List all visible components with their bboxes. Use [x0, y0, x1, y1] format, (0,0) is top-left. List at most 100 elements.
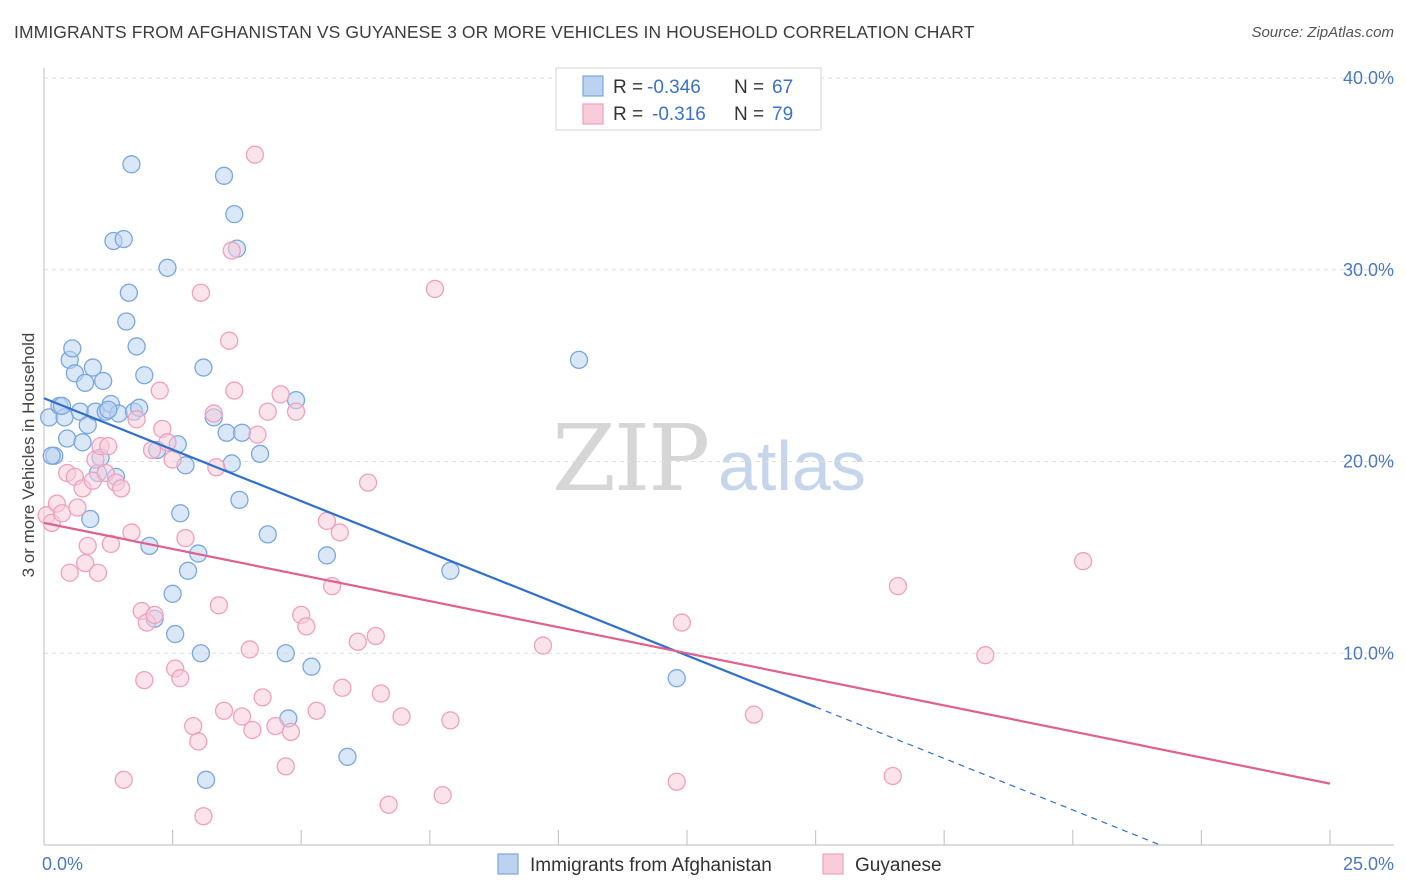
- point-afghanistan: [57, 429, 77, 448]
- point-guyanese: [78, 536, 97, 556]
- legend-swatch-afghanistan: [582, 75, 604, 97]
- point-afghanistan: [191, 644, 211, 663]
- y-tick-labels: 10.0% 20.0% 30.0% 40.0%: [1343, 68, 1394, 663]
- point-afghanistan: [196, 770, 216, 789]
- point-afghanistan: [214, 166, 234, 185]
- point-guyanese: [222, 241, 241, 260]
- x-tick-label-max: 25.0%: [1343, 854, 1394, 874]
- y-tick-label: 10.0%: [1343, 643, 1394, 663]
- point-guyanese: [88, 563, 108, 582]
- trendline-afghanistan-extension: [815, 706, 1161, 846]
- point-guyanese: [366, 626, 385, 646]
- point-guyanese: [888, 576, 908, 596]
- point-guyanese: [135, 670, 154, 690]
- point-afghanistan: [178, 561, 198, 580]
- point-guyanese: [209, 596, 229, 615]
- point-guyanese: [253, 688, 272, 707]
- point-guyanese: [127, 410, 146, 429]
- bottom-legend-swatch-afghanistan: [497, 853, 519, 875]
- point-guyanese: [112, 479, 131, 498]
- point-afghanistan: [83, 358, 103, 377]
- point-guyanese: [150, 381, 169, 400]
- watermark-atlas: atlas: [718, 427, 866, 505]
- point-guyanese: [258, 402, 277, 421]
- point-guyanese: [976, 646, 995, 665]
- point-guyanese: [52, 504, 72, 523]
- point-afghanistan: [667, 669, 686, 688]
- point-afghanistan: [317, 546, 337, 565]
- bottom-legend-afghanistan: Immigrants from Afghanistan: [530, 855, 772, 876]
- x-tick-label-min: 0.0%: [42, 854, 83, 874]
- point-afghanistan: [114, 229, 133, 249]
- point-guyanese: [184, 716, 203, 736]
- point-guyanese: [220, 331, 239, 350]
- point-afghanistan: [230, 490, 249, 510]
- point-guyanese: [245, 145, 265, 164]
- point-guyanese: [232, 707, 252, 726]
- point-afghanistan: [250, 444, 270, 463]
- y-axis-label: 3 or more Vehicles in Household: [19, 333, 38, 578]
- point-guyanese: [145, 605, 164, 625]
- point-guyanese: [348, 632, 367, 651]
- point-guyanese: [371, 684, 391, 703]
- legend-r-value-2: -0.316: [652, 104, 706, 125]
- chart-title: IMMIGRANTS FROM AFGHANISTAN VS GUYANESE …: [14, 22, 975, 42]
- point-guyanese: [99, 437, 118, 456]
- point-guyanese: [266, 716, 285, 736]
- point-afghanistan: [338, 747, 357, 766]
- point-guyanese: [114, 770, 133, 789]
- point-afghanistan: [163, 584, 182, 603]
- point-guyanese: [392, 707, 411, 726]
- point-guyanese: [191, 283, 211, 302]
- bottom-legend-swatch-guyanese: [822, 853, 844, 875]
- legend-r-label-2: R =: [613, 104, 643, 125]
- trendline-afghanistan: [43, 397, 817, 708]
- point-afghanistan: [99, 400, 118, 419]
- legend-n-label-2: N =: [734, 104, 764, 125]
- point-afghanistan: [117, 312, 136, 331]
- point-guyanese: [286, 402, 306, 421]
- x-axis-ticks: [172, 830, 1331, 845]
- point-guyanese: [281, 722, 301, 742]
- point-guyanese: [379, 795, 398, 814]
- point-guyanese: [163, 450, 182, 469]
- legend-box: R = -0.346 N = 67 R = -0.316 N = 79: [555, 67, 822, 131]
- trendline-guyanese: [43, 521, 1331, 785]
- point-afghanistan: [122, 155, 141, 174]
- point-guyanese: [243, 720, 262, 740]
- point-guyanese: [425, 279, 445, 299]
- bottom-legend-guyanese: Guyanese: [855, 855, 942, 876]
- point-afghanistan: [569, 350, 589, 370]
- y-tick-label: 20.0%: [1343, 452, 1394, 472]
- point-guyanese: [248, 425, 267, 444]
- point-afghanistan: [158, 258, 177, 277]
- point-afghanistan: [276, 644, 295, 663]
- legend-swatch-guyanese: [582, 103, 604, 125]
- point-afghanistan: [441, 561, 460, 580]
- point-guyanese: [214, 701, 234, 720]
- legend-n-value-1: 67: [772, 77, 793, 98]
- point-guyanese: [297, 617, 316, 636]
- legend-r-label-1: R =: [613, 77, 643, 98]
- point-afghanistan: [194, 358, 213, 377]
- watermark-zip: ZIP: [552, 405, 708, 512]
- point-afghanistan: [258, 525, 277, 544]
- point-afghanistan: [63, 339, 82, 358]
- point-guyanese: [271, 385, 290, 404]
- point-afghanistan: [222, 454, 241, 473]
- point-guyanese: [358, 473, 378, 492]
- point-guyanese: [60, 563, 79, 582]
- point-afghanistan: [119, 283, 139, 302]
- point-guyanese: [330, 523, 349, 542]
- legend-n-label-1: N =: [734, 77, 764, 98]
- point-afghanistan: [166, 624, 185, 644]
- point-guyanese: [171, 669, 190, 688]
- trend-lines: [43, 397, 1331, 846]
- point-guyanese: [225, 381, 244, 400]
- y-tick-label: 40.0%: [1343, 68, 1394, 88]
- point-afghanistan: [232, 423, 252, 442]
- point-guyanese: [672, 613, 692, 632]
- point-afghanistan: [225, 204, 244, 224]
- point-afghanistan: [42, 446, 61, 465]
